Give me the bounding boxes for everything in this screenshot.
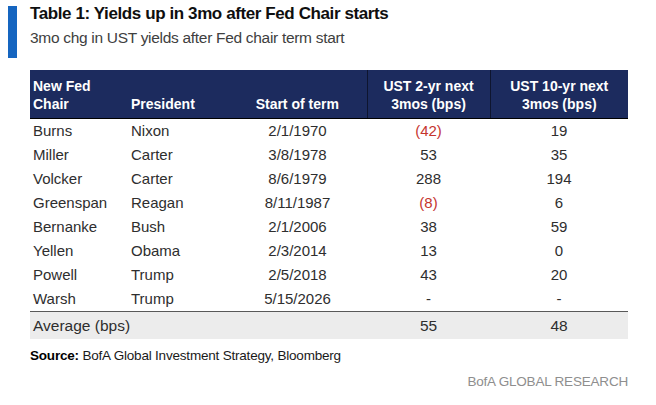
- col-header-ust-10yr: UST 10-yr next 3mos (bps): [490, 70, 628, 119]
- page-subtitle: 3mo chg in UST yields after Fed chair te…: [30, 29, 344, 47]
- yields-table: New Fed Chair President Start of term US…: [30, 70, 628, 339]
- cell-ust10: 6: [490, 191, 628, 215]
- cell-ust2: 288: [367, 167, 490, 191]
- col-header-start-of-term: Start of term: [228, 70, 367, 119]
- cell-chair: Powell: [30, 263, 128, 287]
- cell-ust10: 59: [490, 215, 628, 239]
- table-row: Powell Trump 2/5/2018 43 20: [30, 263, 628, 287]
- table-header-row: New Fed Chair President Start of term US…: [30, 70, 628, 119]
- cell-start: 2/1/2006: [228, 215, 367, 239]
- table-row: Yellen Obama 2/3/2014 13 0: [30, 239, 628, 263]
- cell-ust2: 38: [367, 215, 490, 239]
- cell-start: 5/15/2026: [228, 287, 367, 312]
- cell-chair: Yellen: [30, 239, 128, 263]
- average-label: Average (bps): [30, 312, 367, 340]
- col-header-new-fed-chair: New Fed Chair: [30, 70, 128, 119]
- cell-chair: Bernanke: [30, 215, 128, 239]
- cell-president: Carter: [128, 167, 228, 191]
- source-line: Source: BofA Global Investment Strategy,…: [30, 348, 341, 363]
- cell-ust2: (8): [367, 191, 490, 215]
- cell-chair: Miller: [30, 143, 128, 167]
- cell-ust10: 194: [490, 167, 628, 191]
- cell-president: Carter: [128, 143, 228, 167]
- cell-chair: Greenspan: [30, 191, 128, 215]
- cell-start: 2/3/2014: [228, 239, 367, 263]
- cell-ust10: 19: [490, 119, 628, 144]
- cell-ust10: 0: [490, 239, 628, 263]
- page-title: Table 1: Yields up in 3mo after Fed Chai…: [30, 4, 388, 24]
- cell-ust2: 43: [367, 263, 490, 287]
- table-row: Warsh Trump 5/15/2026 - -: [30, 287, 628, 312]
- average-ust10: 48: [490, 312, 628, 340]
- average-row: Average (bps) 55 48: [30, 312, 628, 340]
- cell-start: 2/5/2018: [228, 263, 367, 287]
- title-accent-bar: [8, 6, 17, 58]
- col-header-ust-2yr: UST 2-yr next 3mos (bps): [367, 70, 490, 119]
- cell-start: 8/6/1979: [228, 167, 367, 191]
- cell-ust10: 35: [490, 143, 628, 167]
- table-row: Bernanke Bush 2/1/2006 38 59: [30, 215, 628, 239]
- table-row: Miller Carter 3/8/1978 53 35: [30, 143, 628, 167]
- cell-ust2: 53: [367, 143, 490, 167]
- cell-chair: Volcker: [30, 167, 128, 191]
- cell-start: 2/1/1970: [228, 119, 367, 144]
- cell-president: Nixon: [128, 119, 228, 144]
- cell-chair: Burns: [30, 119, 128, 144]
- cell-start: 3/8/1978: [228, 143, 367, 167]
- cell-ust2: -: [367, 287, 490, 312]
- bofa-global-research-brand: BofA GLOBAL RESEARCH: [30, 374, 628, 389]
- cell-ust10: 20: [490, 263, 628, 287]
- cell-president: Trump: [128, 287, 228, 312]
- cell-start: 8/11/1987: [228, 191, 367, 215]
- cell-president: Obama: [128, 239, 228, 263]
- yields-table-wrapper: New Fed Chair President Start of term US…: [30, 70, 628, 339]
- average-ust2: 55: [367, 312, 490, 340]
- cell-president: Trump: [128, 263, 228, 287]
- cell-chair: Warsh: [30, 287, 128, 312]
- cell-president: Reagan: [128, 191, 228, 215]
- source-text: BofA Global Investment Strategy, Bloombe…: [79, 348, 341, 363]
- col-header-president: President: [128, 70, 228, 119]
- cell-president: Bush: [128, 215, 228, 239]
- table-row: Burns Nixon 2/1/1970 (42) 19: [30, 119, 628, 144]
- cell-ust2: (42): [367, 119, 490, 144]
- table-row: Volcker Carter 8/6/1979 288 194: [30, 167, 628, 191]
- cell-ust10: -: [490, 287, 628, 312]
- table-row: Greenspan Reagan 8/11/1987 (8) 6: [30, 191, 628, 215]
- source-label: Source:: [30, 348, 79, 363]
- cell-ust2: 13: [367, 239, 490, 263]
